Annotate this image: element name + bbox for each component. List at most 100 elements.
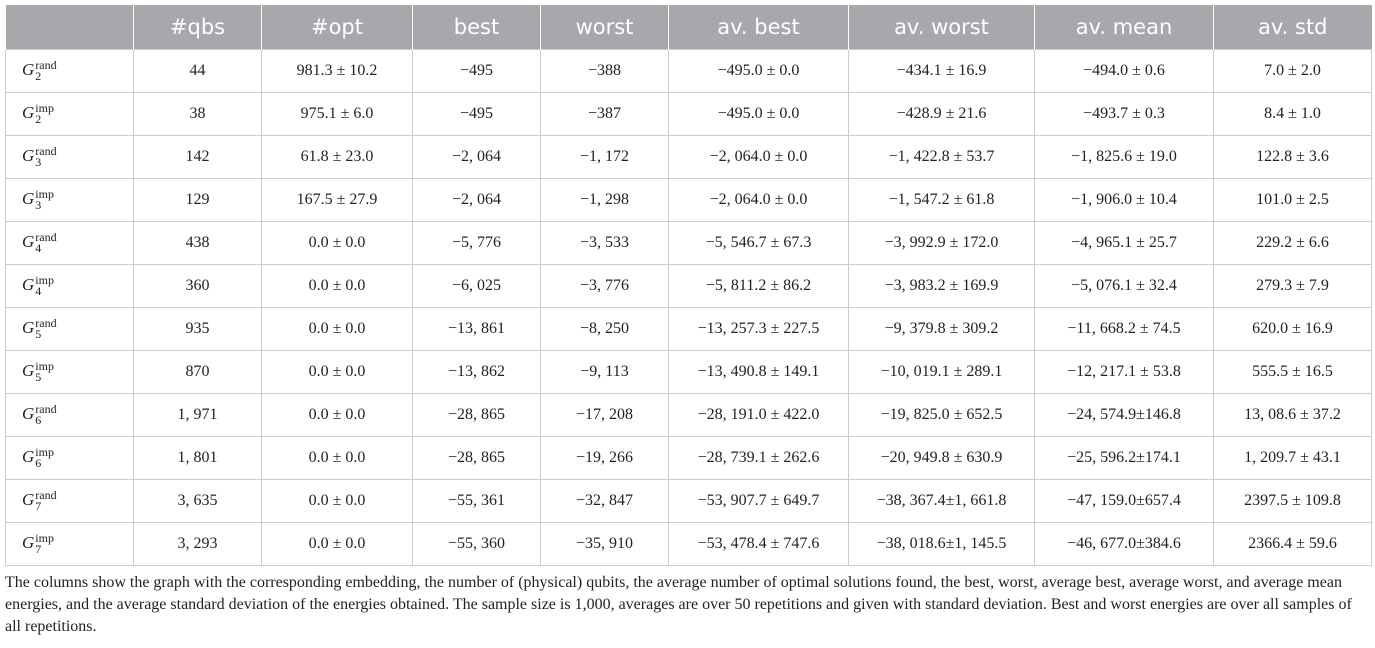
- table-cell: 61.8 ± 23.0: [261, 135, 413, 179]
- table-cell: −1, 172: [540, 135, 669, 179]
- sub-sup: rand 7: [35, 488, 57, 514]
- header-cell: av. worst: [848, 5, 1035, 50]
- table-cell: −3, 983.2 ± 169.9: [848, 264, 1035, 308]
- sub-sup: imp 3: [35, 188, 54, 211]
- table-cell: −11, 668.2 ± 74.5: [1034, 307, 1214, 351]
- table-cell: 0.0 ± 0.0: [261, 350, 413, 394]
- table-cell: 1, 801: [133, 436, 262, 480]
- table-cell: −53, 907.7 ± 649.7: [668, 479, 849, 523]
- table-cell: −5, 811.2 ± 86.2: [668, 264, 849, 308]
- graph-sup: imp: [35, 445, 54, 460]
- table-cell: −1, 422.8 ± 53.7: [848, 135, 1035, 179]
- graph-sup: rand: [35, 58, 57, 73]
- graph-base: G: [22, 231, 35, 251]
- table-cell: −19, 266: [540, 436, 669, 480]
- table-cell: 0.0 ± 0.0: [261, 479, 413, 523]
- table-cell: −17, 208: [540, 393, 669, 437]
- table-cell: −387: [540, 92, 669, 136]
- table-cell: −495.0 ± 0.0: [668, 49, 849, 93]
- table-cell: 122.8 ± 3.6: [1213, 135, 1372, 179]
- table-cell: −3, 533: [540, 221, 669, 265]
- table-cell: −12, 217.1 ± 53.8: [1034, 350, 1214, 394]
- table-cell: −55, 361: [412, 479, 541, 523]
- table-cell: 438: [133, 221, 262, 265]
- table-cell: 975.1 ± 6.0: [261, 92, 413, 136]
- table-cell: 44: [133, 49, 262, 93]
- table-cell: −28, 865: [412, 436, 541, 480]
- table-cell: 2397.5 ± 109.8: [1213, 479, 1372, 523]
- graph-sup: rand: [35, 488, 57, 503]
- table-cell: −20, 949.8 ± 630.9: [848, 436, 1035, 480]
- graph-sup: rand: [35, 230, 57, 245]
- graph-sub: 3: [35, 155, 42, 170]
- table-cell: −13, 490.8 ± 149.1: [668, 350, 849, 394]
- table-cell: 360: [133, 264, 262, 308]
- graph-base: G: [22, 145, 35, 165]
- table-cell: −495: [412, 92, 541, 136]
- table-cell: −1, 547.2 ± 61.8: [848, 178, 1035, 222]
- table-cell: −32, 847: [540, 479, 669, 523]
- header-cell: #opt: [261, 5, 413, 50]
- table-cell: −2, 064.0 ± 0.0: [668, 135, 849, 179]
- table-cell: −28, 739.1 ± 262.6: [668, 436, 849, 480]
- graph-sub: 2: [35, 112, 42, 127]
- table-cell: −35, 910: [540, 522, 669, 566]
- graph-sub: 7: [35, 499, 42, 514]
- graph-base: G: [22, 360, 35, 380]
- table-cell: 0.0 ± 0.0: [261, 393, 413, 437]
- header-cell: av. best: [668, 5, 849, 50]
- table-cell: 3, 635: [133, 479, 262, 523]
- table-cell: 167.5 ± 27.9: [261, 178, 413, 222]
- table-cell: −13, 257.3 ± 227.5: [668, 307, 849, 351]
- table-cell: −13, 862: [412, 350, 541, 394]
- graph-sub: 5: [35, 370, 42, 385]
- table-cell: −2, 064: [412, 135, 541, 179]
- table-cell: −493.7 ± 0.3: [1034, 92, 1214, 136]
- table-cell: 981.3 ± 10.2: [261, 49, 413, 93]
- graph-base: G: [22, 188, 35, 208]
- table-cell: −4, 965.1 ± 25.7: [1034, 221, 1214, 265]
- graph-sub: 7: [35, 542, 42, 557]
- table-cell: −25, 596.2±174.1: [1034, 436, 1214, 480]
- table-cell: 279.3 ± 7.9: [1213, 264, 1372, 308]
- table-cell: 129: [133, 178, 262, 222]
- table-cell: −47, 159.0±657.4: [1034, 479, 1214, 523]
- graph-sub: 4: [35, 284, 42, 299]
- sub-sup: rand 6: [35, 402, 57, 426]
- sub-sup: imp 7: [35, 532, 54, 557]
- table-cell: 8.4 ± 1.0: [1213, 92, 1372, 136]
- graph-sup: rand: [35, 402, 57, 417]
- table-cell: 229.2 ± 6.6: [1213, 221, 1372, 265]
- sub-sup: rand 5: [35, 316, 57, 340]
- table-cell: 2366.4 ± 59.6: [1213, 522, 1372, 566]
- header-cell: worst: [540, 5, 669, 50]
- graph-sup: imp: [35, 101, 54, 116]
- graph-base: G: [22, 102, 35, 122]
- graph-sup: rand: [35, 316, 57, 331]
- caption: The columns show the graph with the corr…: [5, 574, 1352, 635]
- sub-sup: imp 6: [35, 445, 54, 469]
- table-cell: −55, 360: [412, 522, 541, 566]
- table-cell: −46, 677.0±384.6: [1034, 522, 1214, 566]
- table-cell: 1, 971: [133, 393, 262, 437]
- graph-sup: rand: [35, 144, 57, 159]
- table-cell: −1, 298: [540, 178, 669, 222]
- sub-sup: imp 2: [35, 101, 54, 127]
- graph-base: G: [22, 532, 35, 552]
- sub-sup: imp 5: [35, 360, 54, 385]
- table-cell: −19, 825.0 ± 652.5: [848, 393, 1035, 437]
- graph-base: G: [22, 446, 35, 466]
- sub-sup: rand 4: [35, 230, 57, 254]
- header-cell: [5, 5, 134, 50]
